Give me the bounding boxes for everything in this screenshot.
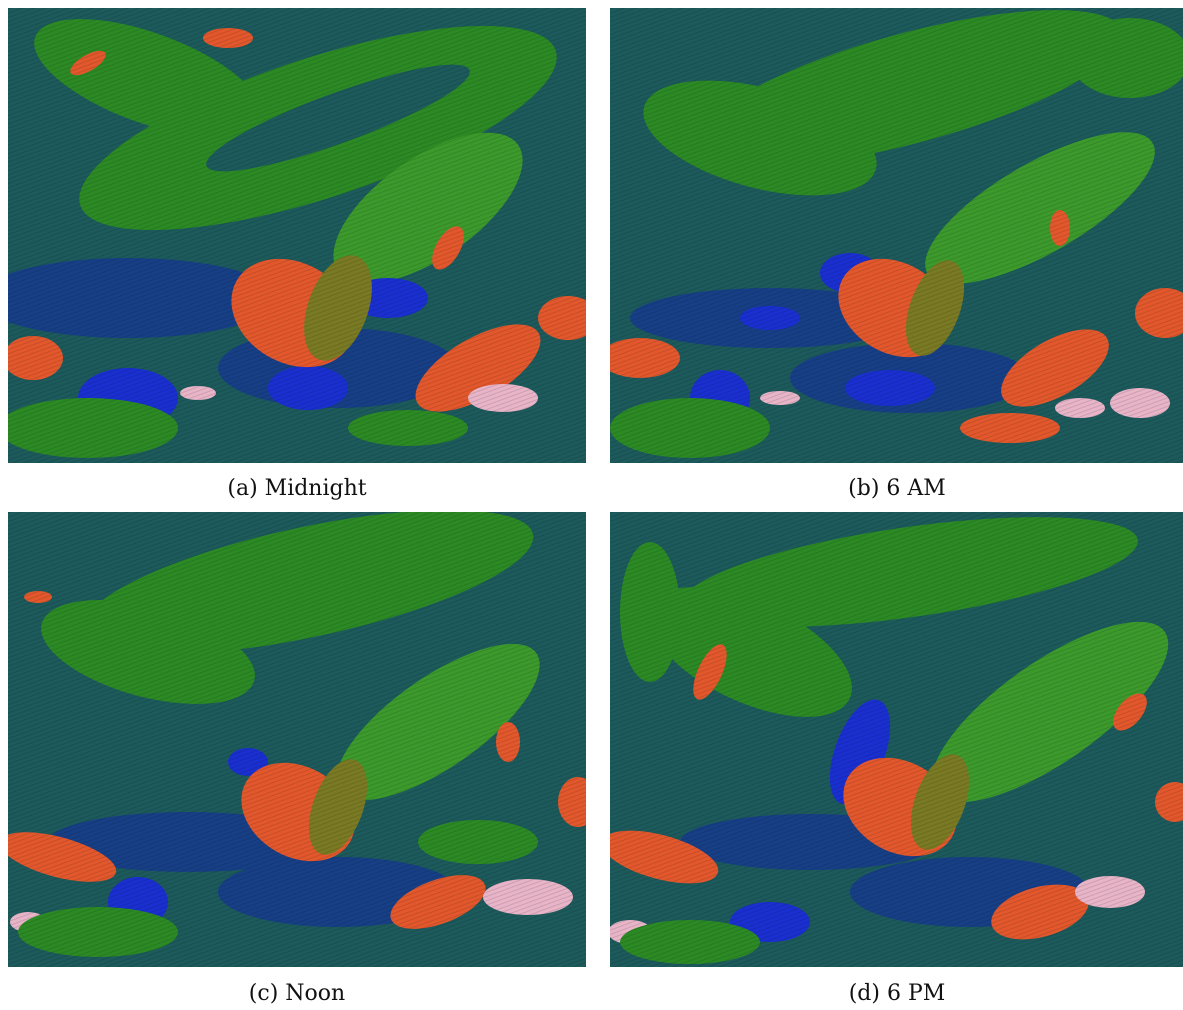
brushstroke-painting-midnight	[8, 8, 586, 463]
brushstroke-painting-6am	[610, 8, 1183, 463]
caption-b: (b) 6 AM	[848, 476, 946, 501]
caption-c: (c) Noon	[248, 981, 346, 1006]
panel-a-image	[8, 8, 586, 463]
caption-a: (a) Midnight	[227, 476, 367, 501]
panel-c-image	[8, 512, 586, 967]
panel-d-image	[610, 512, 1183, 967]
panel-b-image	[610, 8, 1183, 463]
brushstroke-painting-6pm	[610, 512, 1183, 967]
caption-d: (d) 6 PM	[848, 981, 946, 1006]
brushstroke-painting-noon	[8, 512, 586, 967]
